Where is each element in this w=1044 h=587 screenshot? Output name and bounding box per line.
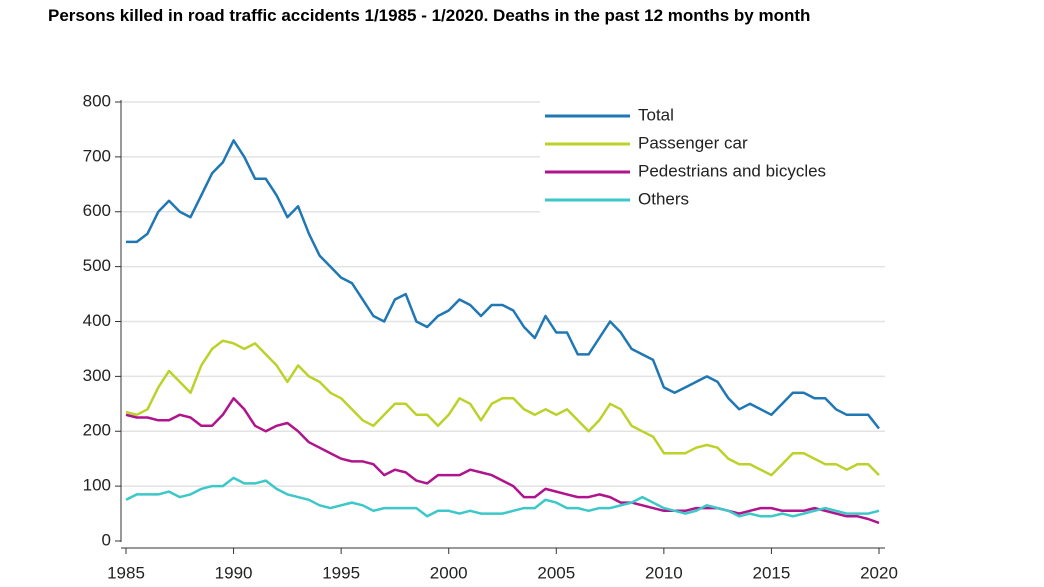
x-tick-label: 2005 [537,563,575,582]
x-tick-label: 1995 [322,563,360,582]
y-tick-label: 0 [102,530,111,549]
y-tick-label: 100 [83,476,111,495]
x-tick-label: 2010 [645,563,683,582]
x-tick-label: 2000 [430,563,468,582]
y-tick-label: 600 [83,201,111,220]
legend-label: Total [638,105,674,124]
y-tick-label: 800 [83,91,111,110]
legend-label: Passenger car [638,133,748,152]
line-series [125,397,880,525]
x-tick-label: 1990 [215,563,253,582]
y-tick-label: 300 [83,366,111,385]
legend-label: Pedestrians and bicycles [638,161,826,180]
y-tick-label: 500 [83,256,111,275]
x-tick-label: 2020 [860,563,898,582]
legend-label: Others [638,189,689,208]
line-series [126,139,880,430]
x-tick-label: 2015 [753,563,791,582]
x-tick-label: 1985 [107,563,145,582]
y-tick-label: 400 [83,311,111,330]
chart-title: Persons killed in road traffic accidents… [48,6,811,25]
line-series [125,339,880,477]
y-tick-label: 700 [83,146,111,165]
y-tick-label: 200 [83,421,111,440]
line-series [125,476,880,518]
legend-box [540,100,885,213]
